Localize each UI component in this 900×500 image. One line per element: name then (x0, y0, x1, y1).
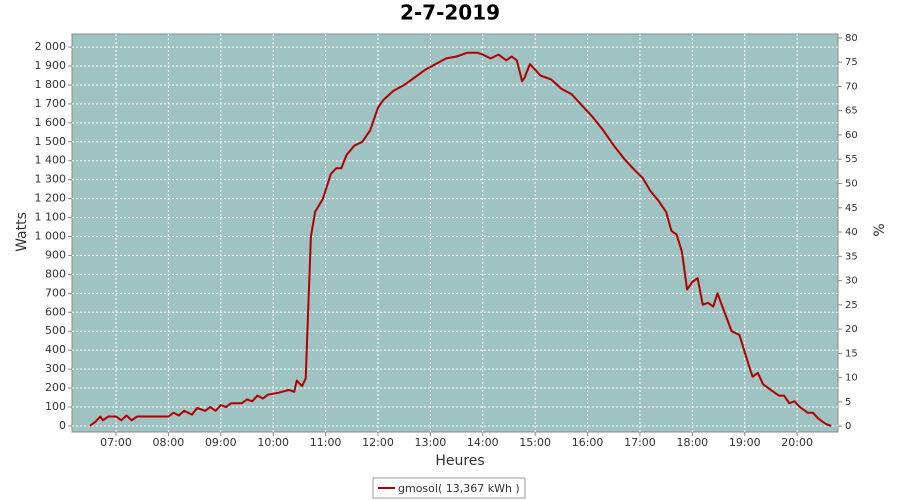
y-tick-label: 1 800 (35, 78, 67, 91)
x-tick-label: 17:00 (624, 436, 656, 449)
x-tick-label: 15:00 (519, 436, 551, 449)
y2-tick-label: 10 (845, 373, 858, 384)
x-tick-label: 20:00 (781, 436, 813, 449)
y2-tick-label: 30 (845, 276, 858, 287)
y-tick-label: 800 (45, 267, 66, 280)
y-tick-label: 0 (59, 419, 66, 432)
y-tick-label: 2 000 (35, 40, 67, 53)
y-tick-label: 100 (45, 400, 66, 413)
y2-tick-label: 60 (845, 130, 858, 141)
plot-area (71, 33, 839, 433)
y-tick-label: 1 600 (35, 116, 67, 129)
y2-axis-label: % (872, 223, 888, 236)
y-tick-label: 1 000 (35, 230, 67, 243)
y2-tick-label: 70 (845, 81, 858, 92)
y-tick-label: 1 700 (35, 97, 67, 110)
y-tick-label: 1 200 (35, 192, 67, 205)
y2-tick-label: 25 (845, 300, 858, 311)
legend-box (372, 477, 526, 499)
x-axis-label: Heures (435, 453, 484, 469)
y-tick-label: 500 (45, 324, 66, 337)
y2-tick-label: 75 (845, 57, 858, 68)
y-tick-label: 400 (45, 343, 66, 356)
y-axis-label: Watts (14, 212, 30, 252)
y-tick-label: 1 400 (35, 154, 67, 167)
y2-tick-label: 65 (845, 106, 858, 117)
y2-tick-label: 0 (845, 421, 851, 432)
y2-tick-label: 15 (845, 348, 858, 359)
x-tick-label: 10:00 (257, 436, 289, 449)
y-tick-label: 1 300 (35, 173, 67, 186)
chart-title: 2-7-2019 (400, 1, 500, 25)
y-tick-label: 300 (45, 362, 66, 375)
x-tick-label: 16:00 (572, 436, 604, 449)
y-tick-label: 700 (45, 286, 66, 299)
x-tick-label: 07:00 (100, 436, 132, 449)
y2-tick-label: 45 (845, 203, 858, 214)
x-tick-label: 19:00 (729, 436, 761, 449)
x-tick-label: 09:00 (205, 436, 237, 449)
y-tick-label: 1 500 (35, 135, 67, 148)
y-tick-label: 1 100 (35, 211, 67, 224)
x-tick-label: 18:00 (676, 436, 708, 449)
x-tick-label: 11:00 (310, 436, 342, 449)
legend-label: gmosol( 13,367 kWh ) (398, 482, 520, 495)
y2-tick-label: 20 (845, 324, 858, 335)
y-tick-label: 600 (45, 305, 66, 318)
y2-tick-label: 80 (845, 33, 858, 44)
x-tick-label: 14:00 (467, 436, 499, 449)
y2-tick-label: 35 (845, 251, 858, 262)
y-tick-label: 900 (45, 248, 66, 261)
y2-tick-label: 50 (845, 178, 858, 189)
x-tick-label: 13:00 (415, 436, 447, 449)
y-tick-label: 200 (45, 381, 66, 394)
y2-tick-label: 55 (845, 154, 858, 165)
y2-tick-label: 5 (845, 397, 851, 408)
data-line (89, 51, 832, 427)
x-tick-label: 08:00 (153, 436, 185, 449)
y-tick-label: 1 900 (35, 59, 67, 72)
y2-tick-label: 40 (845, 227, 858, 238)
x-tick-label: 12:00 (362, 436, 394, 449)
